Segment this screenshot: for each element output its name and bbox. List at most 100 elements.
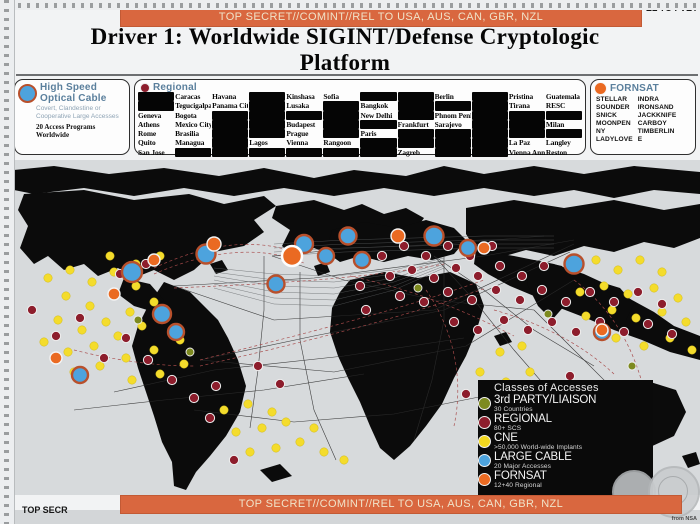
regional-site-name: Mexico City: [175, 119, 212, 129]
cable-heading-line1: High Speed: [40, 82, 98, 93]
regional-site-name: Sarajevo: [434, 119, 462, 129]
regional-site-redacted: [434, 138, 471, 148]
regional-site-redacted: [286, 147, 323, 158]
cable-box-header: High Speed Optical Cable: [15, 80, 129, 104]
legend-label: LARGE CABLE: [494, 451, 572, 463]
regional-site-redacted: [212, 129, 249, 139]
legend-sublabel: >50,000 World-wide Implants: [494, 444, 583, 451]
regional-site-redacted: [434, 147, 471, 158]
fornsat-program-name: NY: [596, 128, 606, 136]
cable-heading-line2: Optical Cable: [40, 93, 107, 104]
regional-site-redacted: [249, 92, 286, 102]
regional-site-redacted: [212, 119, 249, 130]
large-cable-bullet-icon: [478, 454, 491, 467]
regional-site-name: Prague: [286, 129, 309, 139]
fornsat-column-left: STELLAR SOUNDER SNICK MOONPEN NY LADYLOVE: [596, 96, 633, 145]
fornsat-column-right: INDRA IRONSAND JACKKNIFE CARBOY TIMBERLIN E: [638, 96, 677, 145]
regional-site-name: Caracas: [175, 92, 201, 101]
regional-site-redacted: [508, 119, 545, 130]
regional-site-redacted: [471, 92, 508, 102]
regional-site-name: Sofia: [323, 92, 339, 101]
regional-site-name: San Jose: [138, 147, 165, 157]
regional-site-name: Langley: [545, 138, 571, 148]
regional-site-name: Havana: [212, 92, 237, 101]
regional-site-name: Lagos: [249, 138, 268, 148]
regional-site-name: Guatemala City: [545, 92, 582, 101]
regional-site-redacted: [471, 101, 508, 111]
regional-site-redacted: [323, 110, 360, 120]
legend-label: 3rd PARTY/LIAISON: [494, 394, 597, 406]
legend-sublabel: 30 Countries: [494, 406, 533, 413]
classes-legend-title: Classes of Accesses: [494, 382, 599, 394]
legend-sublabel: 20 Major Accesses: [494, 463, 552, 470]
film-perforation-left: [0, 0, 15, 524]
cable-box-subtitle: Covert, Clandestine or Cooperative Large…: [36, 105, 119, 120]
fornsat-columns: STELLAR SOUNDER SNICK MOONPEN NY LADYLOVE IND…: [591, 95, 695, 145]
regional-site-name: Managua: [175, 138, 205, 148]
fornsat-program-name: CARBOY: [637, 120, 667, 128]
legend-box-regional: Regional Caracas Havana Kinshasa Sofia Berli…: [134, 79, 586, 158]
blue-circle-icon: [18, 83, 37, 103]
world-sigint-access-map: [14, 160, 700, 495]
regional-site-name: Pristina: [508, 92, 534, 101]
regional-site-redacted: [360, 147, 397, 158]
regional-site-name: Paris: [360, 129, 377, 139]
regional-site-name: Panama City: [212, 101, 248, 111]
map-large-cable-markers: [70, 225, 612, 385]
classification-banner-top: TOP SECRET//COMINT//REL TO USA, AUS, CAN…: [120, 8, 642, 27]
fornsat-program-name: INDRA: [637, 96, 660, 103]
fornsat-marker-large: [280, 244, 304, 268]
regional-site-redacted: [249, 129, 286, 139]
regional-site-redacted: [397, 129, 434, 139]
map-third-party-markers: [133, 283, 637, 371]
fornsat-program-name: TIMBERLIN: [637, 128, 675, 136]
regional-site-name: Budapest: [286, 119, 316, 129]
legend-row-third-party: 3rd PARTY/LIAISON 30 Countries: [478, 394, 653, 414]
regional-site-name: RESC: [545, 101, 566, 111]
regional-site-grid: Caracas Havana Kinshasa Sofia Berlin Pristina…: [138, 92, 582, 158]
regional-site-name: Bogota: [175, 110, 197, 120]
page-title-line1: Driver 1: Worldwide SIGINT/Defense Crypt…: [90, 24, 600, 49]
legend-label: FORNSAT: [494, 470, 547, 482]
orange-circle-icon: [594, 82, 607, 95]
legend-box-fornsat: FORNSAT STELLAR SOUNDER SNICK MOONPEN NY LADY…: [590, 79, 696, 155]
regional-site-redacted: [434, 101, 471, 111]
fornsat-program-name: SOUNDER: [596, 104, 630, 112]
legend-label: REGIONAL: [494, 413, 552, 425]
legend-label: CNE: [494, 432, 518, 444]
regional-site-redacted: [471, 138, 508, 148]
page-title-line2: Platform: [299, 50, 391, 75]
regional-site-redacted: [397, 110, 434, 120]
legend-row-cne: CNE >50,000 World-wide Implants: [478, 432, 653, 452]
map-cable-links: [73, 235, 645, 461]
regional-site-name: Geneva: [138, 110, 162, 120]
regional-site-name: Tirana: [508, 101, 530, 111]
dark-red-circle-icon: [140, 82, 150, 93]
regional-site-redacted: [545, 129, 582, 139]
cable-emphasis-line1: 20 Access Programs: [36, 123, 96, 132]
regional-site-redacted: [249, 147, 286, 158]
regional-site-name: New Delhi: [360, 110, 393, 120]
fornsat-program-name: LADYLOVE: [596, 136, 633, 144]
regional-site-redacted: [360, 92, 397, 102]
cable-box-heading: High Speed Optical Cable: [40, 82, 107, 104]
regional-site-redacted: [212, 110, 249, 120]
regional-site-redacted: [138, 92, 175, 102]
regional-site-redacted: [360, 119, 397, 130]
legend-box-high-speed-optical-cable: High Speed Optical Cable Covert, Clandes…: [14, 79, 130, 155]
regional-site-redacted: [249, 110, 286, 120]
regional-site-name: Rome: [138, 129, 157, 139]
regional-site-redacted: [471, 119, 508, 130]
regional-site-redacted: [286, 110, 323, 120]
regional-site-redacted: [323, 129, 360, 139]
title-divider: [16, 74, 698, 76]
regional-site-redacted: [471, 110, 508, 120]
regional-site-redacted: [471, 129, 508, 139]
regional-site-name: Milan: [545, 119, 565, 129]
regional-site-name: Zagreb: [397, 147, 420, 157]
regional-site-name: Tegucigalpa: [175, 101, 212, 111]
regional-box-heading: Regional: [153, 82, 197, 93]
regional-site-redacted: [212, 138, 249, 148]
fornsat-bullet-icon: [478, 473, 491, 486]
